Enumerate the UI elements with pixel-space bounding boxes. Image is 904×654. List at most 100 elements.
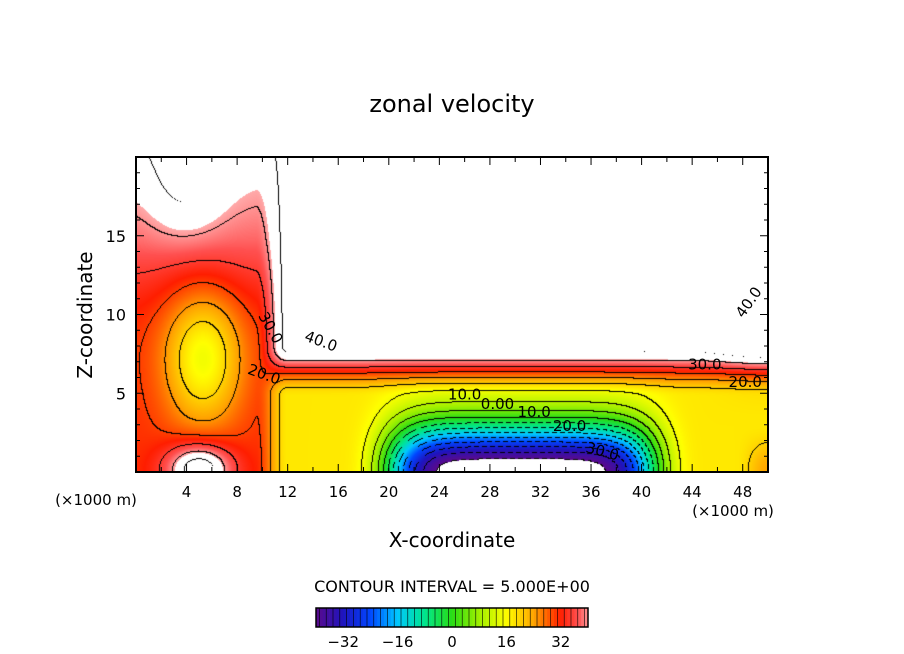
colorbar-swatch <box>404 608 409 627</box>
y-axis: 5 10 15 <box>106 172 768 457</box>
colorbar-swatch <box>316 608 320 627</box>
colorbar-swatch <box>462 608 466 627</box>
colorbar-swatch <box>540 608 545 627</box>
colorbar-swatch <box>329 608 334 627</box>
colorbar-swatch <box>513 608 517 627</box>
colorbar-swatch <box>438 608 443 627</box>
colorbar-swatch <box>574 608 579 627</box>
colorbar-swatch <box>516 608 521 627</box>
contour-label: 40.0 <box>732 283 766 321</box>
colorbar-swatch <box>418 608 422 627</box>
colorbar-swatch <box>350 608 354 627</box>
colorbar-swatch <box>547 608 551 627</box>
colorbar-swatch <box>489 608 494 627</box>
plot-frame <box>135 156 769 473</box>
colorbar-swatch <box>448 608 453 627</box>
colorbar-swatch <box>428 608 432 627</box>
colorbar-swatch <box>360 608 364 627</box>
colorbar-swatch <box>452 608 456 627</box>
contour-label: 30.0 <box>688 356 721 374</box>
colorbar-swatch <box>384 608 388 627</box>
colorbar-swatch <box>421 608 426 627</box>
colorbar-swatch <box>441 608 446 627</box>
colorbar-swatch <box>387 608 392 627</box>
x-unit-label-right: (×1000 m) <box>692 502 774 520</box>
x-tick-label: 40 <box>632 483 651 501</box>
colorbar-swatch <box>571 608 575 627</box>
colorbar-swatch <box>509 608 514 627</box>
colorbar-swatch <box>414 608 419 627</box>
colorbar-swatch <box>530 608 534 627</box>
colorbar-swatch <box>394 608 398 627</box>
colorbar-swatch <box>486 608 490 627</box>
colorbar-frame <box>315 607 589 628</box>
colorbar <box>315 607 589 628</box>
colorbar-swatch <box>455 608 460 627</box>
colorbar-swatch <box>492 608 497 627</box>
chart-title: zonal velocity <box>369 90 534 118</box>
colorbar-tick-label: 16 <box>497 633 516 651</box>
x-tick-label: 4 <box>182 483 192 501</box>
colorbar-swatch <box>445 608 449 627</box>
colorbar-swatch <box>526 608 531 627</box>
x-tick-label: 44 <box>683 483 702 501</box>
colorbar-swatch <box>346 608 351 627</box>
x-tick-label: 16 <box>329 483 348 501</box>
x-tick-label: 36 <box>581 483 600 501</box>
colorbar-swatch <box>543 608 548 627</box>
contour-field <box>136 157 768 472</box>
colorbar-swatch <box>319 608 324 627</box>
colorbar-swatch <box>353 608 358 627</box>
colorbar-swatch <box>367 608 371 627</box>
colorbar-swatch <box>339 608 344 627</box>
x-unit-label-left: (×1000 m) <box>55 491 137 509</box>
colorbar-swatch <box>503 608 507 627</box>
y-tick-label: 5 <box>116 384 126 403</box>
colorbar-swatch <box>377 608 381 627</box>
colorbar-swatch <box>567 608 572 627</box>
colorbar-swatch <box>336 608 341 627</box>
colorbar-tick-label: 0 <box>447 633 457 651</box>
colorbar-ticks: −32 −16 0 16 32 <box>327 633 570 651</box>
colorbar-swatch <box>560 608 565 627</box>
x-tick-label: 24 <box>430 483 449 501</box>
y-tick-label: 15 <box>106 227 126 246</box>
colorbar-swatch <box>458 608 463 627</box>
contour-label: 40.0 <box>302 327 340 355</box>
x-tick-label: 28 <box>480 483 499 501</box>
colorbar-swatch <box>482 608 487 627</box>
x-tick-label: 32 <box>531 483 550 501</box>
colorbar-swatch <box>356 608 361 627</box>
colorbar-swatch <box>380 608 385 627</box>
colorbar-swatch <box>407 608 412 627</box>
colorbar-tick-label: −32 <box>327 633 359 651</box>
contour-label: 30.0 <box>254 309 286 347</box>
colorbar-swatch <box>373 608 378 627</box>
colorbar-swatch <box>554 608 558 627</box>
colorbar-swatch <box>557 608 562 627</box>
y-axis-label: Z-coordinate <box>73 251 97 378</box>
colorbar-swatch <box>390 608 395 627</box>
colorbar-swatch <box>506 608 511 627</box>
colorbar-swatch <box>326 608 330 627</box>
colorbar-swatch <box>469 608 473 627</box>
colorbar-swatch <box>577 608 582 627</box>
colorbar-swatch <box>472 608 477 627</box>
colorbar-swatch <box>465 608 470 627</box>
colorbar-swatch <box>550 608 555 627</box>
colorbar-swatch <box>322 608 327 627</box>
contour-labels: 40.030.020.040.030.020.010.00.00 10.020.0… <box>245 283 765 464</box>
colorbar-tick-label: −16 <box>382 633 414 651</box>
colorbar-swatch <box>424 608 429 627</box>
colorbar-swatch <box>363 608 368 627</box>
colorbar-swatch <box>523 608 528 627</box>
contour-label: 30.0 <box>584 438 621 464</box>
colorbar-swatch <box>475 608 480 627</box>
contour-label: 20.0 <box>553 417 586 435</box>
x-tick-label: 20 <box>379 483 398 501</box>
y-tick-label: 10 <box>106 306 126 325</box>
x-axis: 4 8 12 16 20 24 28 32 36 40 44 48 <box>160 157 752 501</box>
colorbar-swatch <box>533 608 538 627</box>
contour-label: 20.0 <box>729 373 762 391</box>
